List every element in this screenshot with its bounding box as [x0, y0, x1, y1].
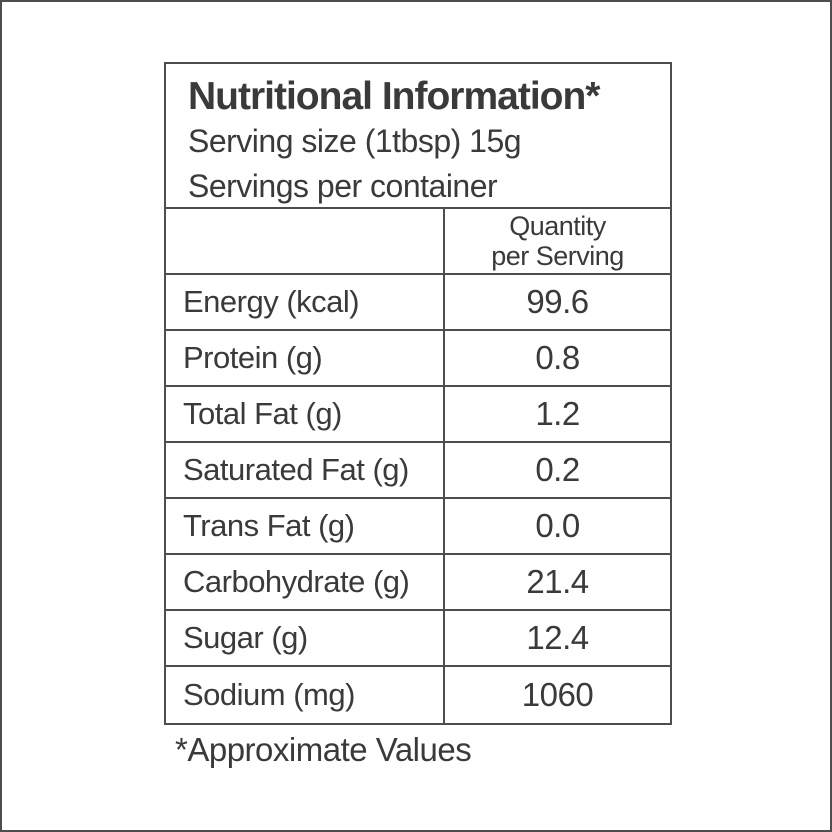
table-header-row: Quantity per Serving [166, 209, 670, 275]
row-label: Carbohydrate (g) [183, 564, 410, 599]
table-row: Total Fat (g) 1.2 [166, 387, 670, 443]
row-value: 1.2 [535, 395, 580, 432]
row-label-cell: Total Fat (g) [166, 387, 445, 441]
row-label: Protein (g) [183, 340, 323, 375]
row-value-cell: 1.2 [445, 387, 670, 441]
row-label-cell: Trans Fat (g) [166, 499, 445, 553]
row-label: Sodium (mg) [183, 677, 355, 712]
nutrition-title: Nutritional Information* [188, 75, 600, 118]
table-row: Sugar (g) 12.4 [166, 611, 670, 667]
header-empty-cell [166, 209, 445, 273]
row-label-cell: Energy (kcal) [166, 275, 445, 329]
nutrition-table: Nutritional Information* Serving size (1… [164, 62, 672, 725]
approximate-values-footnote: *Approximate Values [175, 731, 472, 768]
row-value-cell: 12.4 [445, 611, 670, 665]
row-value: 21.4 [526, 563, 589, 600]
row-value-cell: 1060 [445, 667, 670, 723]
row-label: Trans Fat (g) [183, 508, 355, 543]
row-value: 0.8 [535, 339, 580, 376]
quantity-per-serving-header: Quantity per Serving [445, 209, 670, 273]
serving-size-line: Serving size (1tbsp) 15g [188, 123, 522, 159]
row-value-cell: 0.0 [445, 499, 670, 553]
row-value-cell: 0.8 [445, 331, 670, 385]
row-label: Energy (kcal) [183, 284, 360, 319]
row-value: 0.2 [535, 451, 580, 488]
quantity-header-line2: per Serving [491, 241, 624, 271]
table-row: Sodium (mg) 1060 [166, 667, 670, 723]
row-label: Saturated Fat (g) [183, 452, 409, 487]
row-label: Total Fat (g) [183, 396, 342, 431]
quantity-header-line1: Quantity [509, 211, 606, 241]
row-label: Sugar (g) [183, 620, 308, 655]
table-row: Energy (kcal) 99.6 [166, 275, 670, 331]
row-value-cell: 21.4 [445, 555, 670, 609]
servings-per-container-line: Servings per container [188, 168, 498, 204]
row-value-cell: 99.6 [445, 275, 670, 329]
row-label-cell: Sodium (mg) [166, 667, 445, 723]
table-body: Energy (kcal) 99.6 Protein (g) 0.8 Total… [166, 275, 670, 723]
row-label-cell: Sugar (g) [166, 611, 445, 665]
table-row: Protein (g) 0.8 [166, 331, 670, 387]
row-value: 99.6 [526, 283, 589, 320]
row-value-cell: 0.2 [445, 443, 670, 497]
row-value: 12.4 [526, 619, 589, 656]
row-label-cell: Carbohydrate (g) [166, 555, 445, 609]
row-value: 1060 [521, 676, 594, 713]
table-row: Trans Fat (g) 0.0 [166, 499, 670, 555]
nutrition-title-block: Nutritional Information* Serving size (1… [166, 64, 670, 209]
row-label-cell: Saturated Fat (g) [166, 443, 445, 497]
table-row: Saturated Fat (g) 0.2 [166, 443, 670, 499]
row-value: 0.0 [535, 507, 580, 544]
table-row: Carbohydrate (g) 21.4 [166, 555, 670, 611]
row-label-cell: Protein (g) [166, 331, 445, 385]
